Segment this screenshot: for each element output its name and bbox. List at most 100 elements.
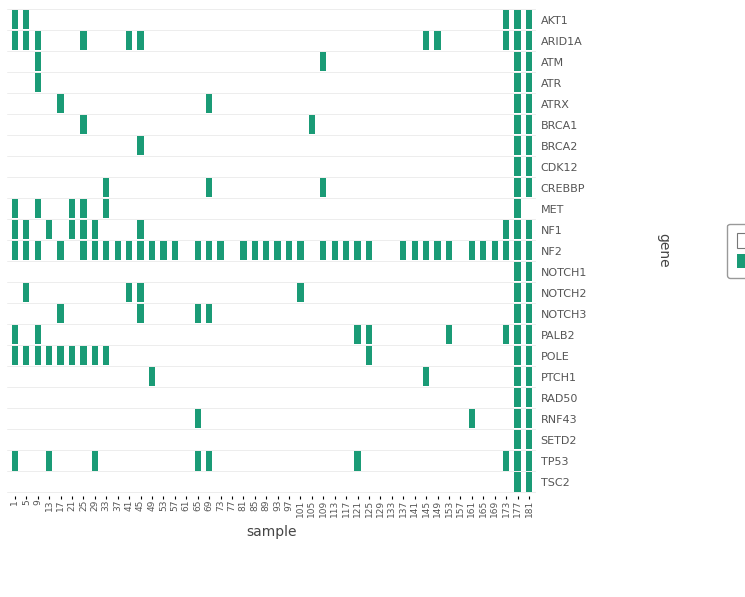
Bar <box>149 241 155 260</box>
Bar <box>366 241 372 260</box>
Bar <box>503 31 510 50</box>
Bar <box>137 31 144 50</box>
Bar <box>526 10 532 29</box>
Bar <box>355 241 361 260</box>
Bar <box>526 304 532 324</box>
Bar <box>366 346 372 365</box>
Bar <box>12 325 18 344</box>
Bar <box>514 73 521 93</box>
Bar <box>12 220 18 239</box>
Bar <box>526 325 532 344</box>
Bar <box>80 199 86 219</box>
Bar <box>23 346 30 365</box>
Bar <box>446 325 452 344</box>
Bar <box>23 31 30 50</box>
Bar <box>12 346 18 365</box>
Bar <box>274 241 281 260</box>
Bar <box>526 283 532 303</box>
Bar <box>34 346 41 365</box>
Bar <box>206 451 212 470</box>
Bar <box>514 430 521 450</box>
Bar <box>194 451 201 470</box>
Bar <box>69 199 75 219</box>
Bar <box>23 241 30 260</box>
Legend: Wild-Type, Mutant: Wild-Type, Mutant <box>727 224 745 278</box>
Bar <box>469 409 475 429</box>
Bar <box>526 451 532 470</box>
Bar <box>514 52 521 71</box>
Bar <box>57 304 64 324</box>
Bar <box>126 241 133 260</box>
Bar <box>514 136 521 155</box>
Bar <box>514 451 521 470</box>
Bar <box>12 10 18 29</box>
Bar <box>514 304 521 324</box>
Bar <box>514 388 521 408</box>
Bar <box>526 31 532 50</box>
Bar <box>206 178 212 198</box>
Bar <box>149 367 155 386</box>
Bar <box>400 241 407 260</box>
Bar <box>526 367 532 386</box>
Bar <box>355 325 361 344</box>
Bar <box>423 241 429 260</box>
Bar <box>526 94 532 113</box>
Bar <box>34 73 41 93</box>
Bar <box>92 220 98 239</box>
Bar <box>115 241 121 260</box>
Bar <box>171 241 178 260</box>
Bar <box>320 241 326 260</box>
Bar <box>137 136 144 155</box>
Bar <box>514 346 521 365</box>
Bar <box>526 136 532 155</box>
Bar <box>69 220 75 239</box>
Bar <box>514 115 521 134</box>
Bar <box>526 346 532 365</box>
Bar <box>12 451 18 470</box>
Bar <box>526 388 532 408</box>
Bar <box>297 241 304 260</box>
Bar <box>526 52 532 71</box>
Bar <box>23 10 30 29</box>
Bar <box>411 241 418 260</box>
Bar <box>46 220 52 239</box>
Bar <box>194 409 201 429</box>
Bar <box>526 178 532 198</box>
Bar <box>514 472 521 491</box>
Bar <box>514 10 521 29</box>
Bar <box>34 241 41 260</box>
Bar <box>80 115 86 134</box>
Bar <box>69 346 75 365</box>
Bar <box>320 52 326 71</box>
Bar <box>514 367 521 386</box>
Bar <box>514 178 521 198</box>
Bar <box>514 325 521 344</box>
Bar <box>206 241 212 260</box>
Bar <box>434 31 441 50</box>
Bar <box>526 241 532 260</box>
Bar <box>194 304 201 324</box>
Bar <box>526 73 532 93</box>
Bar <box>80 31 86 50</box>
Bar <box>92 451 98 470</box>
Bar <box>423 31 429 50</box>
Bar <box>80 241 86 260</box>
Bar <box>12 241 18 260</box>
Bar <box>103 178 110 198</box>
Bar <box>514 283 521 303</box>
Bar <box>286 241 292 260</box>
Bar <box>503 451 510 470</box>
Bar <box>92 241 98 260</box>
Bar <box>514 220 521 239</box>
Bar <box>526 409 532 429</box>
Bar <box>103 241 110 260</box>
Bar <box>137 241 144 260</box>
Bar <box>80 220 86 239</box>
Bar <box>308 115 315 134</box>
Bar <box>57 346 64 365</box>
X-axis label: sample: sample <box>247 525 297 539</box>
Bar <box>514 409 521 429</box>
Bar <box>446 241 452 260</box>
Bar <box>423 367 429 386</box>
Bar <box>480 241 486 260</box>
